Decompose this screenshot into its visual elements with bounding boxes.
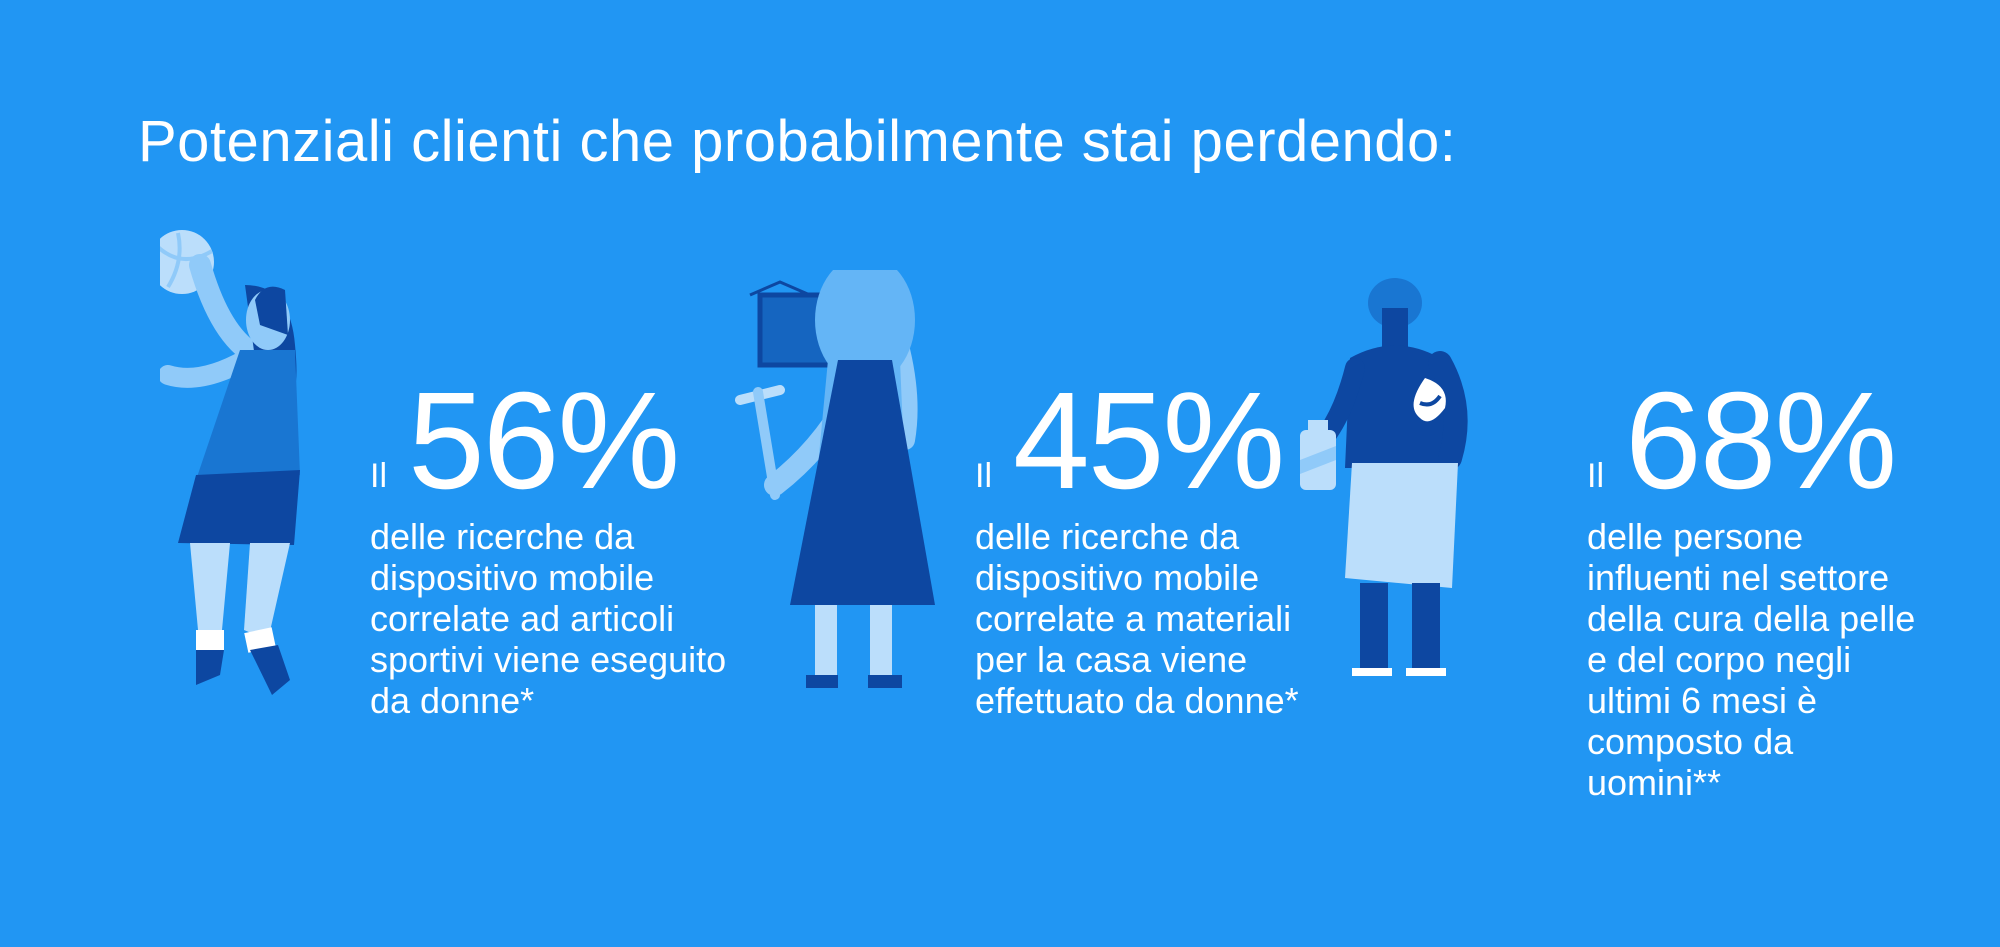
stat-description: delle persone influenti nel settore dell… [1587,516,1916,803]
stat-percent: 68% [1625,364,1897,518]
stat-description: delle ricerche da dispositivo mobile cor… [370,516,727,721]
stat-block-3: Il 68% delle persone influenti nel setto… [1587,372,1916,803]
man-with-towel-and-lotion-icon [1300,278,1468,676]
stat-prefix: Il [370,457,387,495]
stat-percent: 45% [1013,364,1285,518]
stat-block-2: Il 45% delle ricerche da dispositivo mob… [975,372,1299,721]
page-title: Potenziali clienti che probabilmente sta… [138,109,1457,174]
stat-prefix: Il [1587,457,1604,495]
stat-prefix: Il [975,457,992,495]
stat-description: delle ricerche da dispositivo mobile cor… [975,516,1299,721]
woman-with-hammer-and-frame-icon [735,270,935,688]
stat-block-1: Il 56% delle ricerche da dispositivo mob… [370,372,727,721]
stat-percent: 56% [408,364,680,518]
volleyball-player-woman-icon [160,230,300,695]
